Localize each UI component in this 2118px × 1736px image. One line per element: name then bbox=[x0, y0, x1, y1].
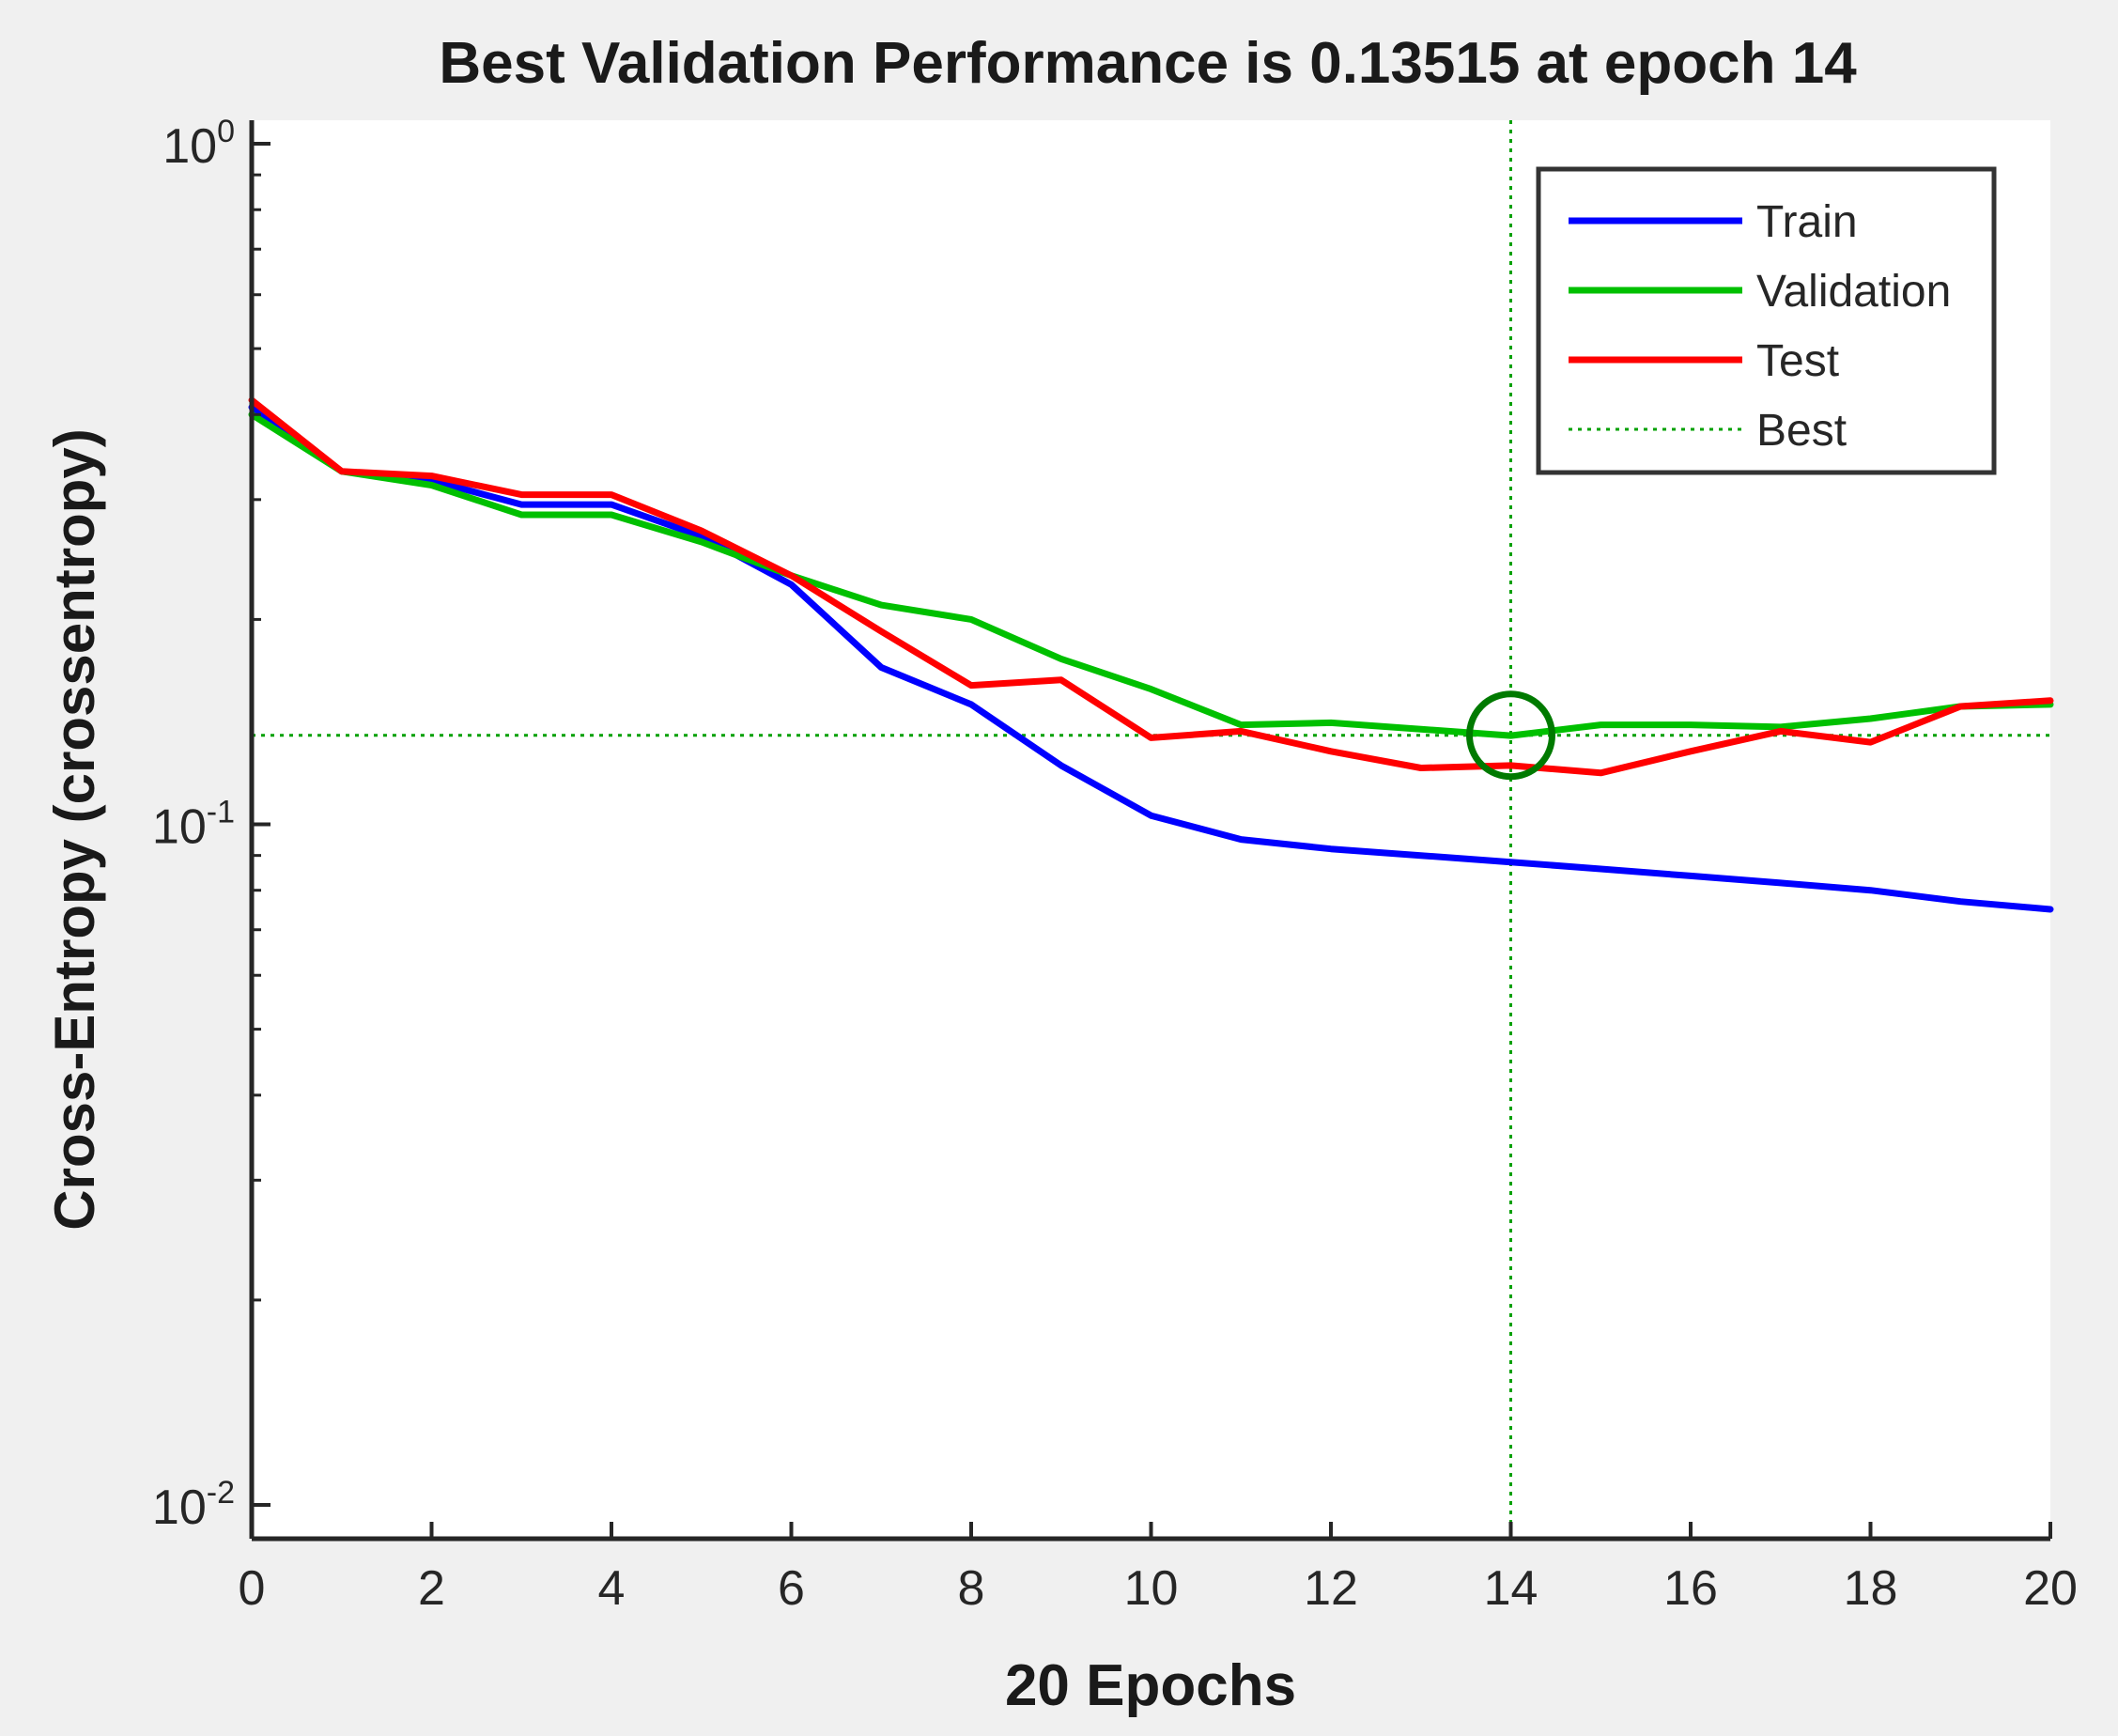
series-line-train bbox=[248, 404, 2054, 913]
x-tick-label: 4 bbox=[598, 1561, 626, 1616]
legend-label-test: Test bbox=[1756, 336, 1839, 386]
x-tick-label: 12 bbox=[1304, 1561, 1358, 1616]
y-tick-label: 10-2 bbox=[152, 1475, 235, 1535]
legend-label-validation: Validation bbox=[1756, 267, 1951, 317]
x-tick-label: 0 bbox=[239, 1561, 266, 1616]
axes: 0 2 4 6 8 10 12 14 16 18 20 100 10-1 10-2 bbox=[152, 114, 2078, 1616]
x-axis-label: 20 Epochs bbox=[1005, 1653, 1296, 1718]
series-line-validation bbox=[248, 411, 2054, 739]
series-layer bbox=[248, 396, 2054, 913]
x-tick-label: 18 bbox=[1844, 1561, 1898, 1616]
x-tick-label: 10 bbox=[1124, 1561, 1179, 1616]
x-tick-label: 6 bbox=[778, 1561, 805, 1616]
series-line-test bbox=[248, 396, 2054, 777]
best-reference-lines bbox=[252, 120, 2050, 1539]
y-axis-label: Cross-Entropy (crossentropy) bbox=[43, 428, 106, 1230]
x-tick-label: 16 bbox=[1663, 1561, 1718, 1616]
legend-label-best: Best bbox=[1756, 406, 1847, 456]
x-tick-label: 20 bbox=[2023, 1561, 2078, 1616]
x-tick-label: 14 bbox=[1484, 1561, 1538, 1616]
legend-label-train: Train bbox=[1756, 197, 1858, 247]
legend: Train Validation Test Best bbox=[1536, 166, 1997, 475]
x-tick-label: 2 bbox=[418, 1561, 445, 1616]
x-tick-label: 8 bbox=[958, 1561, 985, 1616]
chart-title: Best Validation Performance is 0.13515 a… bbox=[439, 31, 1857, 96]
y-tick-label: 10-1 bbox=[152, 795, 235, 855]
best-marker bbox=[1466, 690, 1555, 781]
y-tick-label: 100 bbox=[162, 114, 235, 174]
